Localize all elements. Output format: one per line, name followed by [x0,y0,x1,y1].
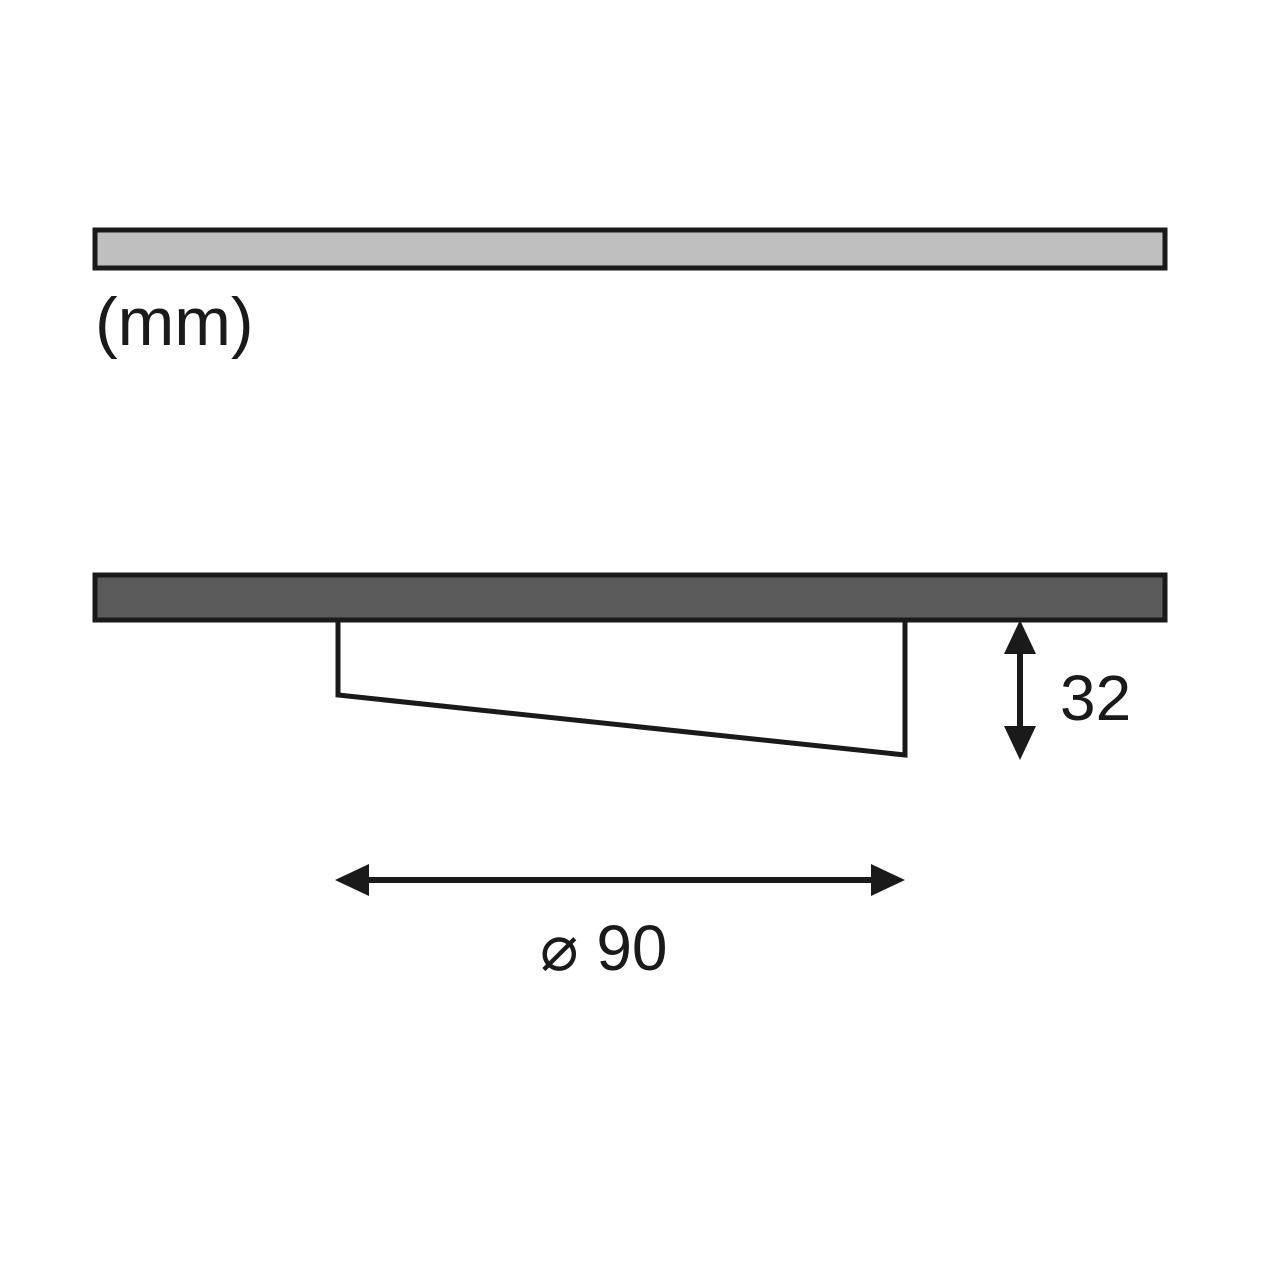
unit-label: (mm) [95,284,254,360]
mounting-plate [95,575,1165,620]
diameter-value: ⌀ 90 [540,912,668,984]
height-value: 32 [1060,662,1131,734]
ceiling-bar [95,230,1165,268]
technical-diagram: (mm) 32 ⌀ 90 [0,0,1280,1280]
